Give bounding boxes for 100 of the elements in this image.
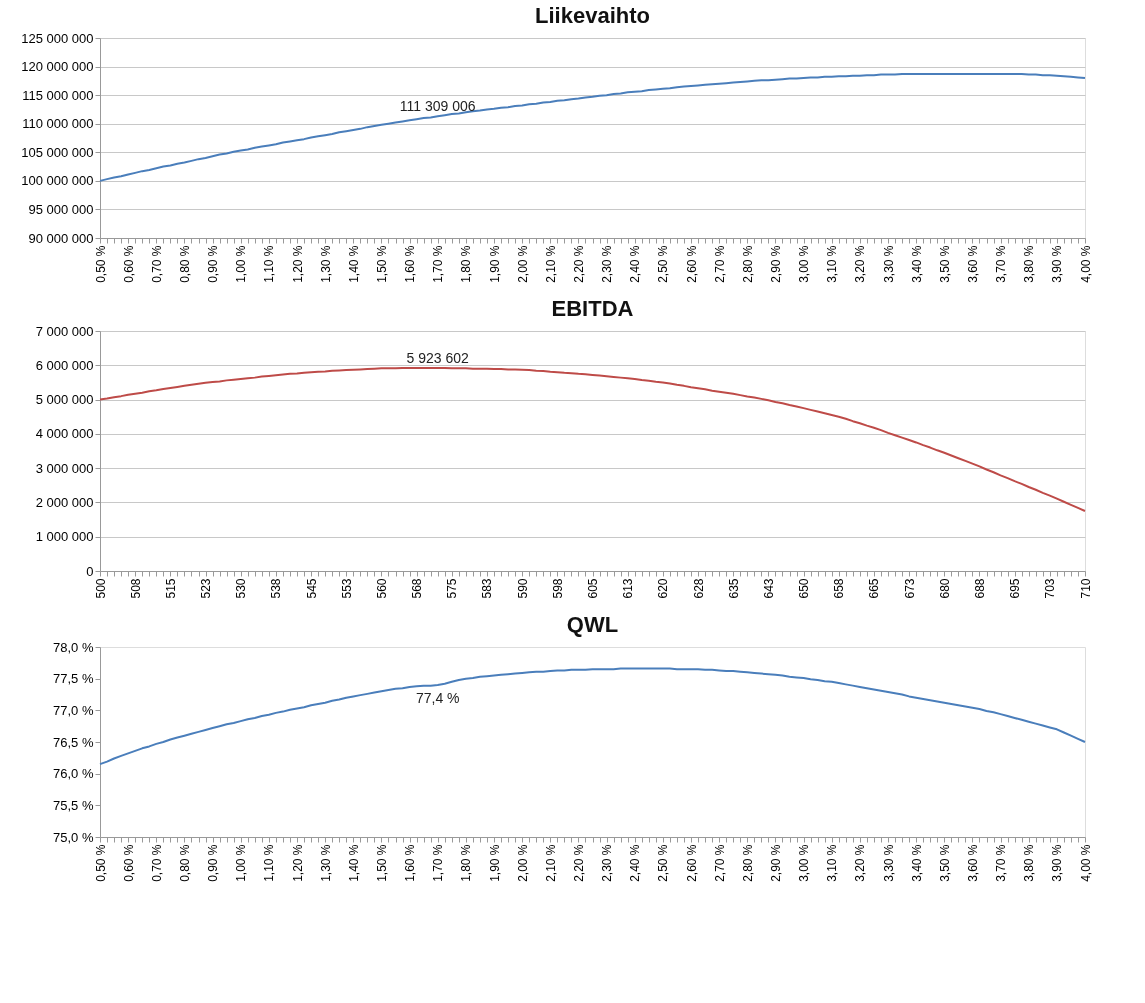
x-tick-label: 0,50 % [93,844,108,882]
x-tick-label: 583 [480,578,495,599]
x-tick-label: 3,70 % [994,844,1009,882]
y-tick-label: 78,0 % [53,639,94,655]
y-tick-label: 75,5 % [53,797,94,813]
x-tick-label: 4,00 % [1078,245,1093,283]
y-tick-label: 3 000 000 [35,460,94,476]
x-tick-label: 545 [304,578,319,599]
x-tick-label: 553 [339,578,354,599]
x-tick-label: 1,20 % [290,844,305,882]
x-tick-label: 1,30 % [318,245,333,283]
x-tick-label: 0,50 % [93,245,108,283]
x-tick-label: 3,40 % [909,844,924,882]
x-tick-label: 0,70 % [149,245,164,283]
x-tick-label: 628 [691,578,706,599]
x-tick-label: 658 [832,578,847,599]
x-tick-label: 560 [374,578,389,599]
data-label: 5 923 602 [406,349,470,366]
x-tick-label: 575 [445,578,460,599]
x-tick-label: 0,60 % [121,844,136,882]
x-tick-label: 703 [1043,578,1058,599]
x-tick-label: 3,00 % [797,844,812,882]
y-tick-label: 0 [86,563,94,579]
x-tick-label: 3,30 % [881,245,896,283]
x-tick-label: 508 [128,578,143,599]
x-tick-label: 3,10 % [825,844,840,882]
y-tick-label: 6 000 000 [35,357,94,373]
x-tick-label: 2,80 % [740,245,755,283]
x-tick-label: 1,40 % [346,245,361,283]
chart-title: EBITDA [551,296,634,321]
x-tick-label: 1,90 % [487,245,502,283]
x-tick-label: 598 [550,578,565,599]
x-tick-label: 650 [797,578,812,599]
x-tick-label: 2,30 % [600,844,615,882]
x-tick-label: 515 [163,578,178,599]
y-tick-label: 76,0 % [53,766,94,782]
x-tick-label: 1,60 % [403,245,418,283]
x-tick-label: 0,80 % [177,844,192,882]
x-tick-label: 3,10 % [825,245,840,283]
x-tick-label: 1,00 % [234,245,249,283]
x-tick-label: 1,50 % [374,844,389,882]
x-tick-label: 2,50 % [656,245,671,283]
x-tick-label: 2,30 % [600,245,615,283]
x-tick-label: 3,40 % [909,245,924,283]
x-tick-label: 613 [621,578,636,599]
x-tick-label: 620 [656,578,671,599]
x-tick-label: 643 [761,578,776,599]
x-tick-label: 0,90 % [206,245,221,283]
x-tick-label: 3,90 % [1050,245,1065,283]
y-tick-label: 76,5 % [53,734,94,750]
x-tick-label: 0,70 % [149,844,164,882]
y-tick-label: 77,5 % [53,671,94,687]
x-tick-label: 2,20 % [571,245,586,283]
x-tick-label: 680 [937,578,952,599]
data-label: 111 309 006 [399,98,476,115]
x-tick-label: 688 [972,578,987,599]
x-tick-label: 1,90 % [487,844,502,882]
x-tick-label: 2,70 % [712,844,727,882]
x-tick-label: 2,60 % [684,844,699,882]
x-tick-label: 2,80 % [740,844,755,882]
x-tick-label: 2,70 % [712,245,727,283]
y-tick-label: 95 000 000 [28,201,94,217]
y-tick-label: 1 000 000 [35,529,94,545]
y-tick-label: 105 000 000 [21,144,94,160]
x-tick-label: 1,70 % [431,245,446,283]
x-tick-label: 1,80 % [459,245,474,283]
x-tick-label: 2,60 % [684,245,699,283]
x-tick-label: 523 [199,578,214,599]
x-tick-label: 1,60 % [403,844,418,882]
x-tick-label: 3,50 % [937,245,952,283]
x-tick-label: 2,00 % [515,245,530,283]
x-tick-label: 710 [1078,578,1093,599]
y-tick-label: 120 000 000 [21,59,94,75]
y-tick-label: 7 000 000 [35,323,94,339]
x-tick-label: 2,20 % [571,844,586,882]
x-tick-label: 1,00 % [234,844,249,882]
x-tick-label: 3,20 % [853,844,868,882]
x-tick-label: 2,90 % [768,245,783,283]
x-tick-label: 2,90 % [768,844,783,882]
x-tick-label: 2,00 % [515,844,530,882]
y-tick-label: 90 000 000 [28,230,94,246]
y-tick-label: 4 000 000 [35,426,94,442]
x-tick-label: 2,10 % [543,844,558,882]
x-tick-label: 673 [902,578,917,599]
y-tick-label: 77,0 % [53,702,94,718]
x-tick-label: 2,40 % [628,844,643,882]
x-tick-label: 0,90 % [206,844,221,882]
x-tick-label: 2,10 % [543,245,558,283]
x-tick-label: 1,70 % [431,844,446,882]
line-series [99,366,1086,512]
x-tick-label: 1,80 % [459,844,474,882]
data-label: 77,4 % [415,690,460,706]
x-tick-label: 0,60 % [121,245,136,283]
x-tick-label: 1,20 % [290,245,305,283]
x-tick-label: 3,80 % [1022,844,1037,882]
x-tick-label: 1,50 % [374,245,389,283]
y-tick-label: 125 000 000 [21,30,94,46]
x-tick-label: 605 [586,578,600,599]
x-tick-label: 695 [1008,578,1023,599]
chart-title: Liikevaihto [535,3,650,28]
